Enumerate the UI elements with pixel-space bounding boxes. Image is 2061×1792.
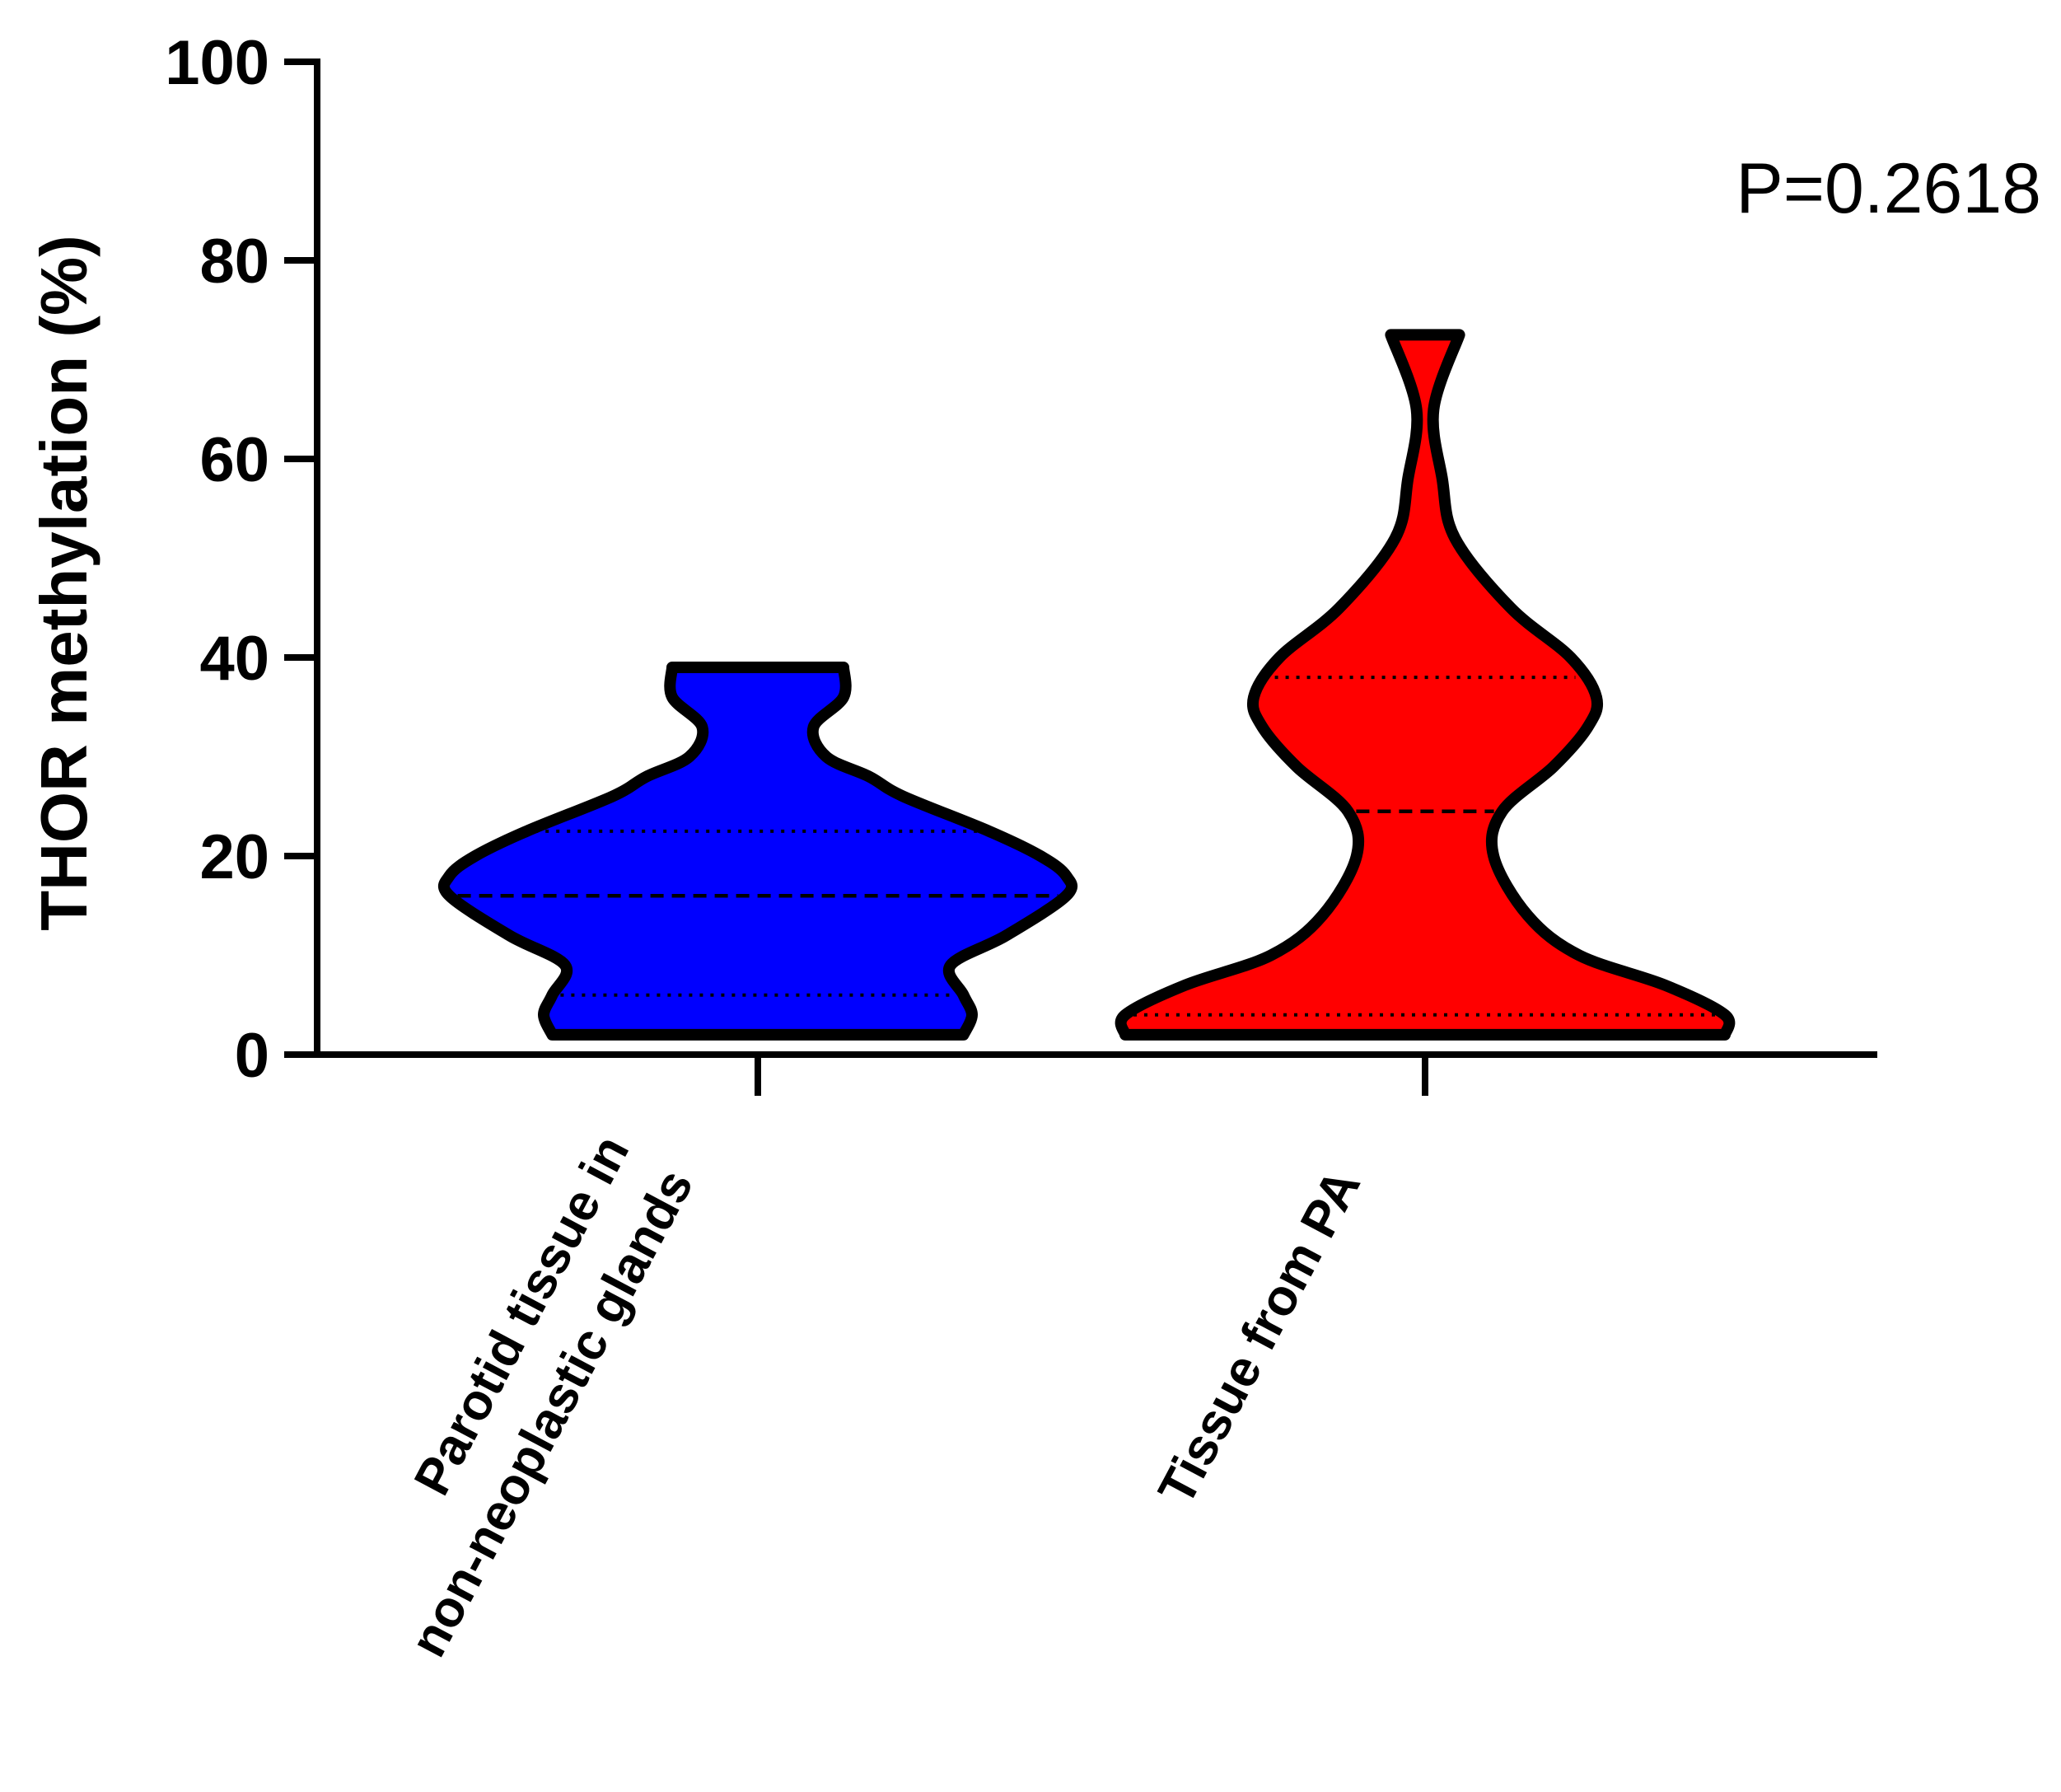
x-tick-label-1: Parotid tissue innon-neoplastic glands [336,1126,705,1666]
violin-layer [437,329,1736,1041]
y-tick-label-100: 100 [165,28,269,98]
y-tick-label-20: 20 [199,822,269,892]
y-tick-label-40: 40 [199,624,269,694]
y-axis-label: THOR methylation (%) [27,235,100,930]
y-tick-label-80: 80 [199,227,269,297]
violin-1 [437,662,1078,1041]
x-ticks: Parotid tissue innon-neoplastic glands Ti… [336,1055,1428,1666]
p-value-annotation: P=0.2618 [1736,149,2041,228]
violin-2 [1115,329,1736,1041]
y-tick-label-0: 0 [235,1021,269,1091]
y-tick-label-60: 60 [199,425,269,495]
axes [314,58,1877,1058]
x-tick-label-2: Tissue from PA [1147,1161,1372,1514]
y-ticks: 0 20 40 60 80 100 [165,28,317,1091]
svg-text:Tissue from PA: Tissue from PA [1147,1161,1372,1514]
svg-text:Parotid tissue innon-neoplasti: Parotid tissue innon-neoplastic glands [336,1126,705,1666]
